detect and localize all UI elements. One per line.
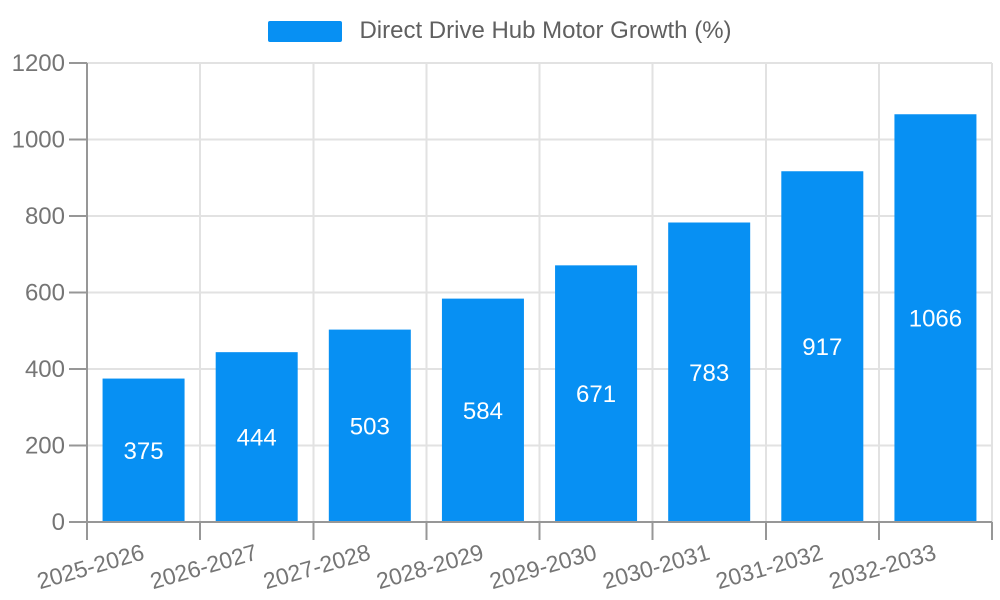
- y-tick-label: 800: [25, 203, 65, 230]
- legend-label: Direct Drive Hub Motor Growth (%): [359, 17, 732, 44]
- bar-value-label: 503: [350, 413, 390, 440]
- bar[interactable]: [555, 265, 638, 522]
- y-tick-label: 1200: [12, 50, 65, 77]
- bar-value-label: 783: [689, 360, 729, 387]
- x-tick-label: 2027-2028: [260, 539, 373, 594]
- bar-value-label: 917: [802, 334, 842, 361]
- bar[interactable]: [781, 171, 864, 522]
- bar[interactable]: [441, 298, 524, 522]
- y-tick-label: 400: [25, 356, 65, 383]
- x-tick-label: 2025-2026: [34, 539, 147, 594]
- bar-value-label: 1066: [909, 306, 962, 333]
- bar[interactable]: [102, 378, 185, 522]
- x-tick-label: 2026-2027: [147, 539, 260, 594]
- y-tick-label: 0: [52, 509, 65, 536]
- y-tick-label: 200: [25, 433, 65, 460]
- x-tick-label: 2031-2032: [713, 539, 826, 594]
- x-tick-label: 2030-2031: [600, 539, 713, 594]
- x-tick-label: 2028-2029: [373, 539, 486, 594]
- y-tick-label: 600: [25, 280, 65, 307]
- bar-value-label: 671: [576, 381, 616, 408]
- x-tick-label: 2029-2030: [487, 539, 600, 594]
- bar[interactable]: [894, 114, 977, 522]
- legend[interactable]: Direct Drive Hub Motor Growth (%): [0, 18, 1000, 44]
- bar-value-label: 444: [237, 425, 277, 452]
- legend-swatch[interactable]: [268, 20, 343, 42]
- bar[interactable]: [328, 329, 411, 522]
- bar-value-label: 584: [463, 398, 503, 425]
- bar-value-label: 375: [124, 438, 164, 465]
- bar[interactable]: [668, 222, 751, 522]
- bar[interactable]: [215, 352, 298, 522]
- y-tick-label: 1000: [12, 127, 65, 154]
- x-tick-label: 2032-2033: [826, 539, 939, 594]
